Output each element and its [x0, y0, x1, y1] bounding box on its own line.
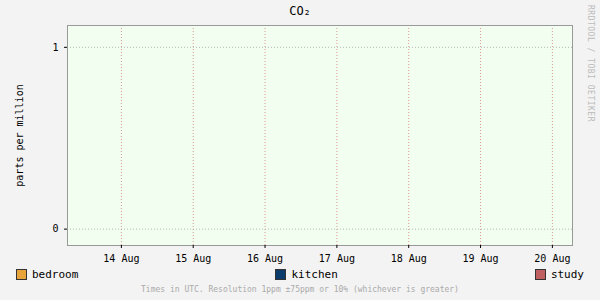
svg-text:19 Aug: 19 Aug — [462, 253, 498, 264]
html-text:Times in UTC. Resolution 1ppm: Times in UTC. Resolution 1ppm ±75ppm or … — [141, 285, 459, 294]
svg-text:parts per million: parts per million — [14, 84, 25, 186]
html-text:kitchen: kitchen — [291, 267, 338, 281]
html-text:RRDTOOL / TOBI OETIKER: RRDTOOL / TOBI OETIKER — [586, 5, 595, 122]
svg-text:18 Aug: 18 Aug — [391, 253, 427, 264]
html-text:bedroom: bedroom — [32, 267, 79, 281]
svg-text:0: 0 — [52, 223, 58, 234]
svg-text:14 Aug: 14 Aug — [103, 253, 139, 264]
svg-text:15 Aug: 15 Aug — [175, 253, 211, 264]
html-text:CO₂: CO₂ — [289, 4, 311, 18]
svg-text:16 Aug: 16 Aug — [247, 253, 283, 264]
svg-text:17 Aug: 17 Aug — [319, 253, 355, 264]
html-text:study: study — [550, 267, 584, 281]
svg-text:20 Aug: 20 Aug — [534, 253, 570, 264]
svg-text:1: 1 — [52, 42, 58, 53]
